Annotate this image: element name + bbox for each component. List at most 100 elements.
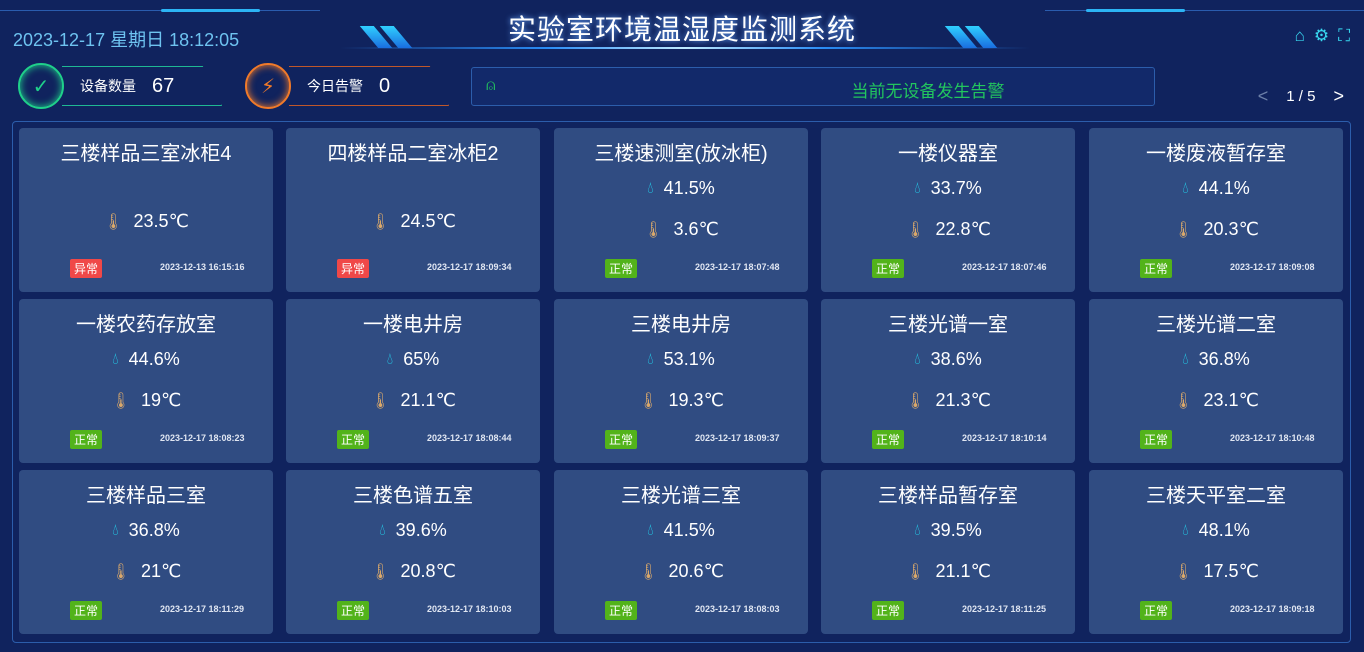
pagination: < 1 / 5 > — [1258, 86, 1344, 107]
humidity-icon: 💧︎ — [1182, 350, 1189, 368]
device-card[interactable]: 三楼天平室二室 💧︎ 48.1% 🌡︎ 17.5℃ 正常 2023-12-17 18:09:… — [1089, 470, 1343, 634]
temperature-row: 🌡︎ 17.5℃ — [1089, 561, 1343, 582]
device-name: 三楼样品三室冰柜4 — [60, 143, 232, 165]
temperature-row: 🌡︎ 3.6℃ — [554, 219, 808, 240]
humidity-value: 65% — [403, 349, 440, 369]
device-card[interactable]: 一楼废液暂存室 💧︎ 44.1% 🌡︎ 20.3℃ 正常 2023-12-17 18:09:… — [1089, 128, 1343, 292]
update-time: 2023-12-17 18:08:03 — [695, 604, 780, 614]
header-glow — [1086, 9, 1185, 12]
temperature-row: 🌡︎ 21℃ — [19, 561, 273, 582]
alert-bar: ⍝ 当前无设备发生告警 — [471, 67, 1155, 106]
update-time: 2023-12-13 16:15:16 — [160, 262, 245, 272]
device-card[interactable]: 一楼电井房 💧︎ 65% 🌡︎ 21.1℃ 正常 2023-12-17 18:08:44 — [286, 299, 540, 463]
header-line — [1045, 10, 1364, 11]
status-badge: 正常 — [605, 430, 638, 449]
device-name: 三楼光谱二室 — [1156, 314, 1276, 336]
device-card[interactable]: 一楼农药存放室 💧︎ 44.6% 🌡︎ 19℃ 正常 2023-12-17 18:08:23 — [19, 299, 273, 463]
temperature-row: 🌡︎ 20.8℃ — [286, 561, 540, 582]
device-count-stat: ✓ 设备数量 67 — [18, 63, 228, 109]
page-title: 实验室环境温湿度监测系统 — [507, 14, 856, 45]
humidity-icon: 💧︎ — [647, 521, 654, 539]
status-badge: 正常 — [70, 430, 103, 449]
device-name: 一楼仪器室 — [898, 143, 998, 165]
humidity-icon: 💧︎ — [386, 350, 394, 368]
header-icons: ⌂ ⚙ ⛶ — [1295, 26, 1350, 46]
device-card[interactable]: 三楼电井房 💧︎ 53.1% 🌡︎ 19.3℃ 正常 2023-12-17 18:09:37 — [554, 299, 808, 463]
device-card[interactable]: 三楼样品暂存室 💧︎ 39.5% 🌡︎ 21.1℃ 正常 2023-12-17 18:11:… — [821, 470, 1075, 634]
alarm-count-stat: ⚡ 今日告警 0 — [245, 63, 455, 109]
status-badge: 异常 — [70, 259, 103, 278]
device-name: 一楼电井房 — [363, 314, 463, 336]
device-card[interactable]: 三楼色谱五室 💧︎ 39.6% 🌡︎ 20.8℃ 正常 2023-12-17 18:10:0… — [286, 470, 540, 634]
humidity-icon: 💧︎ — [647, 350, 654, 368]
check-cycle-icon: ✓ — [18, 63, 64, 109]
humidity-value: 41.5% — [663, 520, 715, 540]
humidity-row: 💧︎ 48.1% — [1089, 520, 1343, 541]
device-card[interactable]: 三楼光谱一室 💧︎ 38.6% 🌡︎ 21.3℃ 正常 2023-12-17 18:10:1… — [821, 299, 1075, 463]
thermometer-icon: 🌡︎ — [905, 221, 926, 239]
device-card[interactable]: 四楼样品二室冰柜2 🌡︎ 24.5℃ 异常 2023-12-17 18:09:34 — [286, 128, 540, 292]
humidity-icon: 💧︎ — [914, 179, 921, 197]
temperature-value: 20.3℃ — [1203, 219, 1259, 239]
update-time: 2023-12-17 18:10:48 — [1230, 433, 1315, 443]
humidity-value: 36.8% — [1198, 349, 1250, 369]
device-name: 三楼电井房 — [631, 314, 731, 336]
temperature-value: 19℃ — [141, 390, 182, 410]
device-name: 三楼光谱三室 — [621, 485, 741, 507]
home-icon[interactable]: ⌂ — [1294, 26, 1305, 45]
thermometer-icon: 🌡︎ — [110, 563, 132, 581]
update-time: 2023-12-17 18:11:25 — [962, 604, 1047, 614]
humidity-value: 39.5% — [930, 520, 982, 540]
update-time: 2023-12-17 18:10:03 — [427, 604, 512, 614]
humidity-value: 39.6% — [395, 520, 447, 540]
temperature-value: 3.6℃ — [673, 219, 719, 239]
device-card[interactable]: 三楼样品三室冰柜4 🌡︎ 23.5℃ 异常 2023-12-13 16:15:16 — [19, 128, 273, 292]
humidity-row: 💧︎ 41.5% — [554, 520, 808, 541]
prev-page-button[interactable]: < — [1257, 86, 1269, 106]
temperature-row: 🌡︎ 21.1℃ — [821, 561, 1075, 582]
humidity-icon: 💧︎ — [112, 350, 119, 368]
status-badge: 正常 — [337, 430, 370, 449]
humidity-row: 💧︎ 39.5% — [821, 520, 1075, 541]
humidity-icon: 💧︎ — [112, 521, 119, 539]
temperature-row: 🌡︎ 22.8℃ — [821, 219, 1075, 240]
temperature-row: 🌡︎ 19℃ — [19, 390, 273, 411]
temperature-value: 21.3℃ — [935, 390, 991, 410]
status-badge: 正常 — [605, 259, 638, 278]
update-time: 2023-12-17 18:11:29 — [160, 604, 245, 614]
alert-text: 当前无设备发生告警 — [851, 82, 1005, 101]
datetime: 2023-12-17 星期日 18:12:05 — [13, 30, 240, 50]
humidity-icon: 💧︎ — [914, 521, 921, 539]
device-card[interactable]: 一楼仪器室 💧︎ 33.7% 🌡︎ 22.8℃ 正常 2023-12-17 18:07:46 — [821, 128, 1075, 292]
status-badge: 正常 — [1140, 601, 1173, 620]
alarm-light-icon: ⍝ — [486, 77, 496, 94]
update-time: 2023-12-17 18:08:44 — [427, 433, 512, 443]
thermometer-icon: 🌡︎ — [110, 392, 132, 410]
temperature-value: 24.5℃ — [400, 211, 456, 231]
device-grid: 三楼样品三室冰柜4 🌡︎ 23.5℃ 异常 2023-12-13 16:15:16 四楼样… — [12, 121, 1351, 643]
temperature-row: 🌡︎ 20.6℃ — [554, 561, 808, 582]
device-card[interactable]: 三楼速测室(放冰柜) 💧︎ 41.5% 🌡︎ 3.6℃ 正常 2023-12-17 18:0… — [554, 128, 808, 292]
device-card[interactable]: 三楼样品三室 💧︎ 36.8% 🌡︎ 21℃ 正常 2023-12-17 18:11:29 — [19, 470, 273, 634]
humidity-row: 💧︎ 36.8% — [1089, 349, 1343, 370]
thermometer-icon: 🌡︎ — [905, 563, 926, 581]
temperature-value: 23.5℃ — [133, 211, 189, 231]
humidity-row: 💧︎ 33.7% — [821, 178, 1075, 199]
thermometer-icon: 🌡︎ — [1173, 221, 1194, 239]
update-time: 2023-12-17 18:09:08 — [1230, 262, 1315, 272]
fullscreen-icon[interactable]: ⛶ — [1338, 26, 1350, 45]
next-page-button[interactable]: > — [1333, 86, 1344, 106]
humidity-row: 💧︎ 65% — [286, 349, 540, 370]
device-card[interactable]: 三楼光谱二室 💧︎ 36.8% 🌡︎ 23.1℃ 正常 2023-12-17 18:10:4… — [1089, 299, 1343, 463]
status-badge: 正常 — [337, 601, 370, 620]
humidity-value: 44.6% — [128, 349, 180, 369]
temperature-value: 20.6℃ — [668, 561, 724, 581]
device-name: 三楼样品三室 — [86, 485, 206, 507]
humidity-value: 38.6% — [930, 349, 982, 369]
thermometer-icon: 🌡︎ — [905, 392, 926, 410]
gear-icon[interactable]: ⚙ — [1313, 26, 1330, 45]
humidity-value: 41.5% — [663, 178, 715, 198]
humidity-icon: 💧︎ — [1182, 179, 1189, 197]
device-card[interactable]: 三楼光谱三室 💧︎ 41.5% 🌡︎ 20.6℃ 正常 2023-12-17 18:08:0… — [554, 470, 808, 634]
header-glow — [161, 9, 260, 12]
